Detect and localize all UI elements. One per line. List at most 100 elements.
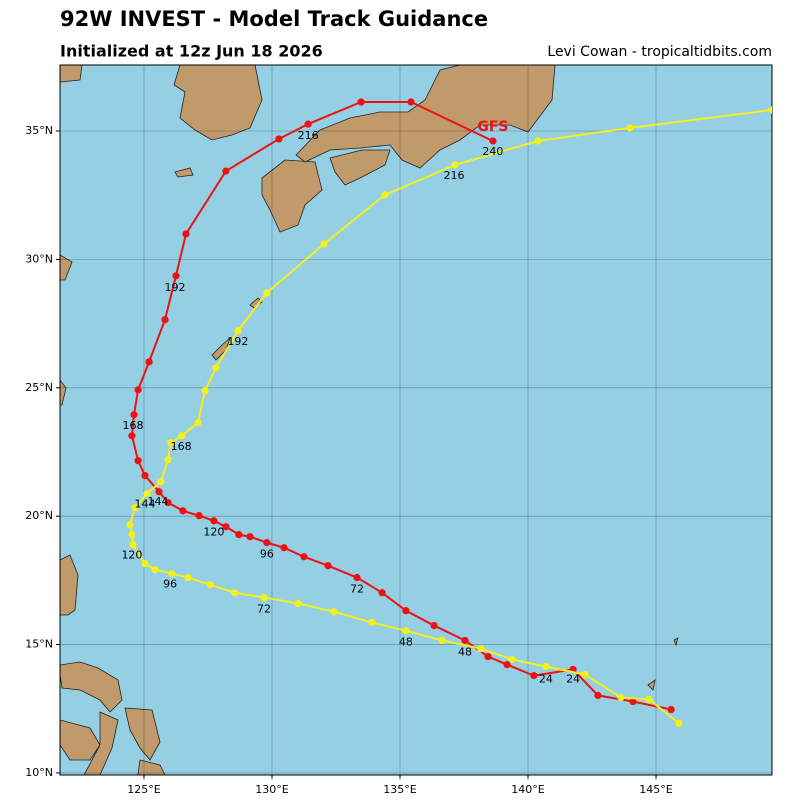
track-point [330, 608, 338, 616]
track-point [378, 589, 386, 597]
track-point [164, 498, 172, 507]
track-point [324, 562, 332, 570]
china-coast [60, 65, 83, 281]
honshu [295, 65, 556, 169]
forecast-hour-label: 144 [134, 498, 155, 511]
forecast-hour-label: 120 [121, 549, 142, 562]
track-point [275, 135, 283, 143]
track-point [210, 517, 218, 525]
luzon [60, 554, 123, 713]
track-point [131, 504, 139, 512]
track-point [201, 387, 209, 395]
track-point [129, 541, 137, 549]
chart-title: 92W INVEST - Model Track Guidance [60, 7, 488, 31]
track-point [168, 570, 176, 578]
track-point [184, 573, 192, 582]
plot-frame [59, 64, 773, 776]
forecast-hour-label: 72 [350, 583, 364, 596]
x-tick-label: 140°E [511, 783, 544, 796]
track-point [768, 106, 772, 114]
track-point [130, 411, 138, 419]
track-point [263, 539, 271, 547]
track-point [141, 560, 149, 568]
track-point [155, 488, 163, 496]
forecast-hour-label: 192 [164, 281, 185, 294]
korea [173, 65, 263, 141]
track-point [534, 137, 542, 145]
track-point [368, 618, 376, 627]
forecast-hour-label: 24 [539, 672, 553, 685]
track-point [381, 191, 389, 199]
track-point [145, 358, 153, 366]
track-point [128, 531, 136, 539]
track-point [141, 471, 149, 480]
y-tick-label: 25°N [25, 381, 53, 394]
track-point [594, 691, 602, 699]
track-point [617, 693, 625, 702]
y-tick-label: 35°N [25, 124, 53, 137]
track-point [667, 705, 675, 714]
marianas [647, 637, 679, 691]
track-point [304, 120, 312, 128]
forecast-hour-label: 216 [298, 129, 319, 142]
track-point [353, 573, 361, 582]
track-point [645, 695, 653, 704]
track-point [164, 456, 172, 464]
track-point [294, 599, 302, 608]
track-point [402, 627, 410, 635]
shikoku [329, 149, 391, 186]
track-point [178, 432, 186, 440]
track-point [430, 621, 438, 630]
forecast-hour-label: 48 [458, 646, 472, 659]
forecast-hour-label: 120 [203, 526, 224, 539]
track-point [477, 645, 485, 653]
ocean [60, 65, 772, 775]
track-point [134, 457, 142, 465]
forecast-hour-label: 168 [122, 419, 143, 432]
track-point [179, 507, 187, 515]
track-point [300, 553, 308, 561]
track-point [182, 230, 190, 238]
track-point [280, 544, 288, 552]
track-point [172, 272, 180, 280]
forecast-hour-label: 240 [482, 145, 503, 158]
track-point [581, 670, 589, 679]
track-point [530, 672, 538, 680]
track-point [195, 512, 203, 520]
track-point [357, 98, 365, 106]
track-point [503, 660, 511, 669]
track-point [157, 478, 165, 486]
track-point [260, 593, 268, 602]
track-point [451, 161, 459, 169]
forecast-hour-label: 192 [227, 335, 248, 348]
track-point [263, 289, 271, 297]
track-point [484, 653, 492, 661]
credit: Levi Cowan - tropicaltidbits.com [547, 44, 772, 60]
track-point [206, 581, 214, 589]
track-point [151, 565, 159, 574]
track-point [629, 697, 637, 706]
y-tick-label: 20°N [25, 509, 53, 522]
y-tick-label: 10°N [25, 766, 53, 779]
forecast-hour-label: 48 [399, 636, 413, 649]
track-point [407, 98, 415, 106]
track-point [489, 137, 497, 145]
track-point [234, 327, 242, 335]
track-point [167, 439, 175, 447]
visayas [60, 707, 166, 775]
track-point [438, 636, 446, 645]
track-point [231, 589, 239, 597]
x-tick-label: 135°E [383, 783, 416, 796]
taiwan [60, 379, 67, 406]
forecast-hour-label: 24 [566, 672, 580, 685]
land [60, 65, 679, 775]
kyushu [261, 159, 323, 233]
x-tick-label: 130°E [255, 783, 288, 796]
track-point [134, 386, 142, 394]
plot-layer: 24 48 72 96 120 144 168 192 216 240 GFS 24 48 72 96 120… [60, 65, 772, 775]
track-point [194, 419, 202, 427]
track-point [461, 636, 469, 645]
forecast-hour-label: 168 [171, 440, 192, 453]
model-name-label: GFS [477, 119, 508, 135]
track-point [222, 523, 230, 531]
